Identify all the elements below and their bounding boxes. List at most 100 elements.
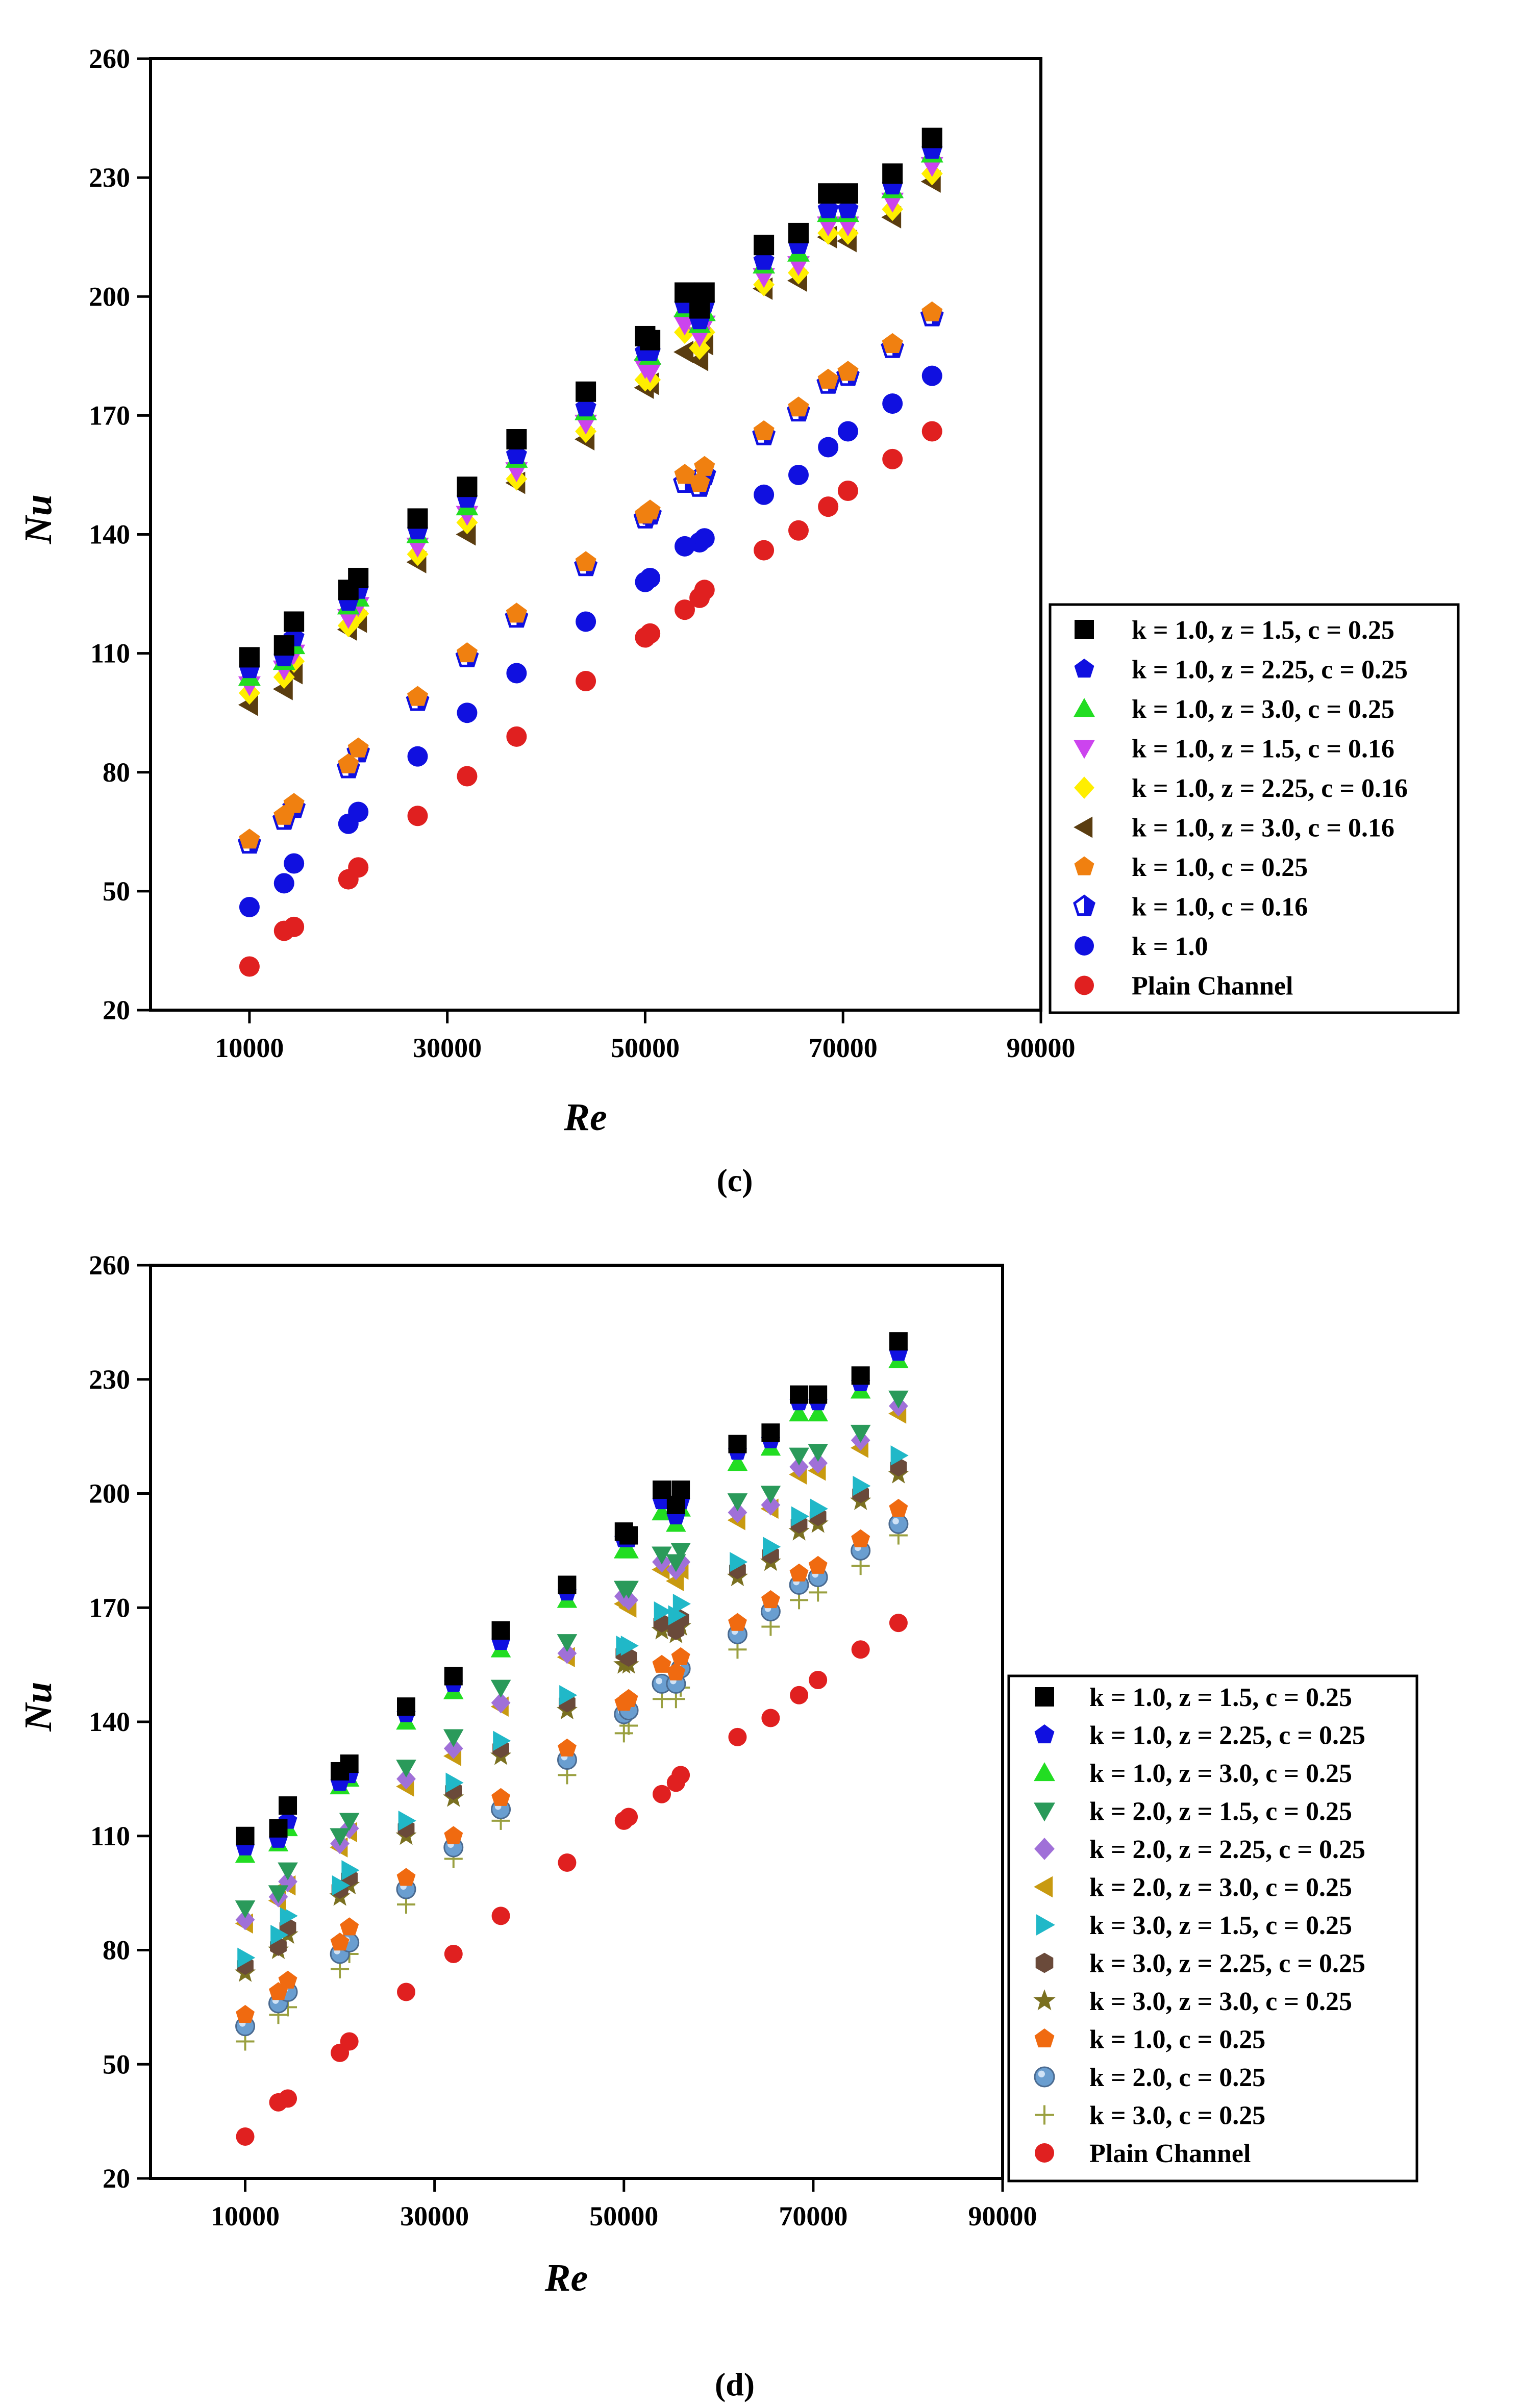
panel-c-data-point <box>689 471 710 492</box>
panel-d-data-point <box>670 1543 691 1561</box>
panel-d-data-point <box>728 1502 747 1523</box>
panel-d-data-point <box>443 1738 463 1759</box>
panel-c-data-point <box>788 222 809 243</box>
panel-d-data-point <box>809 1670 828 1689</box>
panel-d-legend: k = 1.0, z = 1.5, c = 0.25 k = 1.0, z = 2… <box>1007 1674 1418 2183</box>
panel-d-data-point <box>397 1697 415 1716</box>
panel-d-data-point <box>558 1575 577 1594</box>
panel-c-data-point <box>921 365 942 386</box>
panel-d-data-point <box>558 1853 577 1872</box>
panel-c-y-tick-label: 110 <box>90 638 130 669</box>
panel-c-data-point <box>818 183 839 204</box>
panel-d-data-point <box>396 1760 416 1778</box>
panel-d-legend-marker <box>1035 2143 1054 2163</box>
panel-d-series-10 <box>236 1498 908 2023</box>
panel-d-legend-label: k = 3.0, c = 0.25 <box>1089 2101 1265 2130</box>
panel-d-data-point <box>889 1498 908 1517</box>
panel-d-y-axis-label: Nu <box>17 1682 60 1732</box>
panel-d-data-point <box>652 1502 672 1521</box>
panel-d-x-tick-label: 30000 <box>400 2201 469 2231</box>
panel-d-plot-frame <box>149 1264 1004 2180</box>
panel-d-data-point <box>557 1634 578 1652</box>
panel-d-data-point <box>671 1481 690 1499</box>
panel-c-y-tick-label: 50 <box>103 876 130 907</box>
panel-d-data-point <box>444 1826 463 1844</box>
panel-d-data-point <box>652 1673 672 1694</box>
panel-d-data-point <box>668 1605 686 1625</box>
panel-d-data-point <box>493 1730 511 1751</box>
panel-d-series-8 <box>237 1457 907 1975</box>
panel-c-legend-label: k = 1.0, z = 3.0, c = 0.25 <box>1132 695 1394 724</box>
panel-d-data-point <box>557 1643 577 1664</box>
panel-c-legend-marker <box>1074 659 1094 678</box>
panel-d-legend-marker <box>1034 2028 1055 2048</box>
panel-c-data-point <box>457 766 478 787</box>
panel-c-panel-label: (c) <box>716 1162 753 1198</box>
panel-d-data-point <box>396 1868 416 1886</box>
panel-d-legend-marker <box>1035 1952 1054 1973</box>
panel-d-data-point <box>666 1662 686 1680</box>
panel-d-legend-marker <box>1035 1687 1054 1707</box>
panel-d-data-point <box>236 1826 255 1845</box>
panel-d-panel-label: (d) <box>715 2366 755 2402</box>
panel-c-data-point <box>837 421 858 442</box>
panel-d-data-point <box>619 1526 638 1545</box>
panel-d-legend-marker <box>1036 1914 1055 1936</box>
panel-c-y-tick-label: 260 <box>89 43 130 74</box>
panel-d-data-point <box>559 1685 578 1705</box>
panel-d-data-point <box>268 1885 289 1903</box>
panel-d-data-point <box>888 1514 909 1534</box>
panel-d-data-point <box>236 2004 255 2023</box>
panel-d-data-point <box>491 1692 511 1714</box>
panel-c-data-point <box>347 737 369 758</box>
panel-d-data-point <box>763 1537 781 1557</box>
panel-d-y-tick-label: 260 <box>89 1250 130 1281</box>
panel-d-data-point <box>614 1724 633 1743</box>
panel-c-data-point <box>639 363 662 383</box>
panel-c-data-point <box>575 551 596 571</box>
panel-d-data-point <box>761 1709 780 1727</box>
panel-d-data-point <box>444 1944 463 1963</box>
panel-d-data-point <box>808 1444 828 1462</box>
panel-d-data-point <box>332 1875 350 1896</box>
panel-c-data-point <box>506 663 527 684</box>
panel-d-x-tick-label: 50000 <box>589 2201 658 2231</box>
panel-d-y-tick-label: 140 <box>89 1707 130 1737</box>
panel-d-data-point <box>888 1390 909 1409</box>
panel-c-data-point <box>283 793 305 813</box>
panel-c-legend-label: k = 1.0, c = 0.25 <box>1132 853 1308 882</box>
panel-d-y-tick-label: 200 <box>89 1478 130 1509</box>
panel-d-data-point <box>808 1403 828 1422</box>
panel-c-plot-frame <box>149 57 1042 1012</box>
panel-d-data-point <box>237 1947 256 1968</box>
panel-d-data-point <box>280 1905 298 1926</box>
panel-d-legend-marker <box>1034 1876 1053 1898</box>
panel-d-data-point <box>397 1983 415 2001</box>
panel-c-legend-label: Plain Channel <box>1132 972 1293 1001</box>
panel-c-y-tick-label: 230 <box>89 162 130 193</box>
panel-c-data-point <box>837 361 859 381</box>
panel-d-legend-marker <box>1034 2066 1055 2088</box>
panel-c-data-point <box>239 956 260 977</box>
panel-d-data-point <box>619 1808 638 1826</box>
panel-d-data-point <box>444 1667 463 1686</box>
panel-c-data-point <box>576 671 596 692</box>
panel-c-data-point <box>882 448 903 469</box>
panel-c-legend-label: k = 1.0, c = 0.16 <box>1132 893 1308 922</box>
panel-d-series-9 <box>235 1463 909 1982</box>
panel-c-data-point <box>788 464 809 485</box>
panel-d-legend-label: k = 1.0, z = 2.25, c = 0.25 <box>1089 1721 1365 1750</box>
panel-d-data-point <box>790 1686 809 1704</box>
panel-d-data-point <box>235 1909 255 1930</box>
panel-d-legend-label: k = 2.0, z = 2.25, c = 0.25 <box>1089 1835 1365 1864</box>
panel-d-data-point <box>850 1424 871 1443</box>
panel-d-data-point <box>619 1689 638 1707</box>
panel-d-data-point <box>270 1924 289 1945</box>
panel-c-legend: k = 1.0, z = 1.5, c = 0.25 k = 1.0, z = 2… <box>1049 603 1460 1014</box>
panel-c-legend-label: k = 1.0, z = 1.5, c = 0.16 <box>1132 735 1394 764</box>
panel-c-data-point <box>407 686 428 706</box>
panel-c-data-point <box>640 567 661 588</box>
panel-d-data-point <box>851 1366 870 1385</box>
panel-d-legend-label: k = 1.0, z = 1.5, c = 0.25 <box>1089 1683 1352 1712</box>
